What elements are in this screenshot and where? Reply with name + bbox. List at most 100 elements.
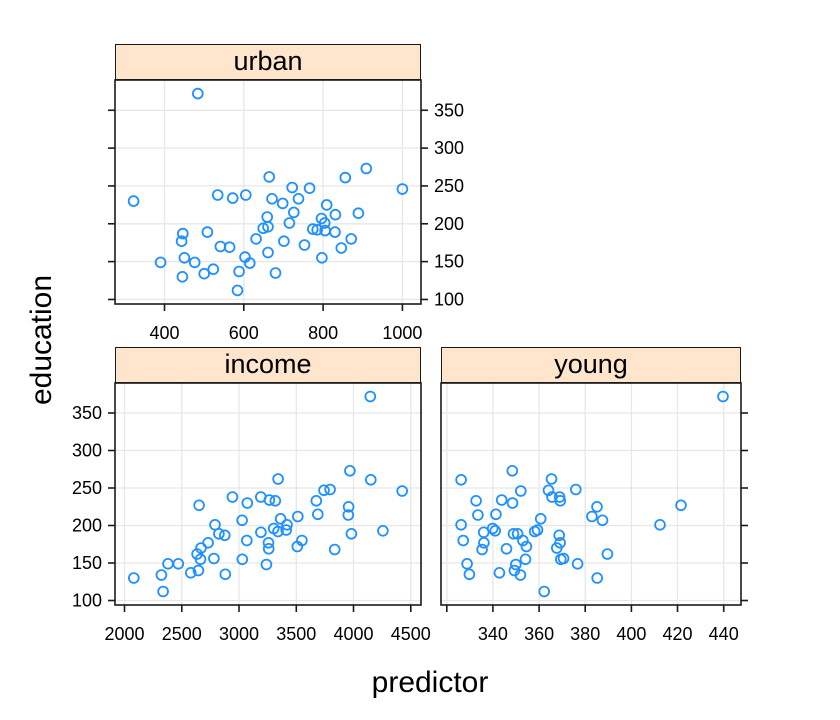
data-point [364, 390, 377, 403]
axes-income: 2000 2500 3000 3500 4000 4500 100 150 200 250 300 3… [72, 403, 431, 644]
data-point [654, 518, 666, 531]
y-tick-label: 150 [72, 553, 102, 573]
data-point [276, 197, 289, 210]
data-point [342, 509, 355, 521]
data-point [272, 525, 284, 538]
data-point [553, 491, 566, 503]
strip-urban: urban [115, 44, 421, 80]
data-point [586, 510, 598, 523]
data-point [377, 524, 389, 537]
data-point [675, 499, 687, 512]
data-point [520, 540, 533, 553]
data-point [591, 500, 603, 513]
data-point [342, 500, 355, 513]
data-point [542, 484, 555, 497]
data-point [553, 529, 565, 542]
data-point [241, 534, 253, 547]
data-point [461, 557, 473, 570]
panel-income: 2000 2500 3000 3500 4000 4500 100 150 200 250 300 3… [72, 382, 431, 644]
data-point [310, 494, 323, 507]
data-point [176, 270, 189, 283]
data-point [329, 208, 342, 221]
axes-urban: 400 600 800 1000 100 150 200 250 300 350 [108, 100, 464, 343]
data-point [250, 233, 262, 245]
data-point [162, 557, 174, 570]
data-point [364, 473, 377, 486]
data-point [396, 183, 409, 195]
data-point [344, 464, 356, 477]
data-point [262, 221, 274, 233]
data-point [257, 222, 270, 235]
data-point [262, 536, 275, 549]
data-point [455, 518, 467, 531]
panel-border [440, 382, 742, 606]
data-point [489, 524, 502, 537]
data-point [208, 552, 220, 565]
x-tick-label: 800 [308, 323, 338, 343]
data-point [292, 193, 305, 205]
data-point [241, 497, 254, 509]
data-point [157, 585, 169, 598]
strip-young: young [441, 347, 741, 383]
x-tick-label: 340 [478, 624, 508, 644]
data-point [272, 473, 284, 485]
data-point [191, 548, 203, 560]
x-tick-label: 2000 [104, 624, 144, 644]
data-point [192, 564, 205, 577]
x-tick-label: 420 [662, 624, 692, 644]
data-point [339, 171, 352, 184]
data-point [201, 226, 214, 238]
data-point [345, 233, 358, 245]
data-point [269, 267, 282, 279]
data-point [266, 193, 278, 205]
data-point [477, 526, 490, 539]
data-point [457, 534, 470, 547]
x-tick-label: 400 [149, 323, 179, 343]
strip-young-label: young [554, 349, 628, 379]
data-point [214, 240, 227, 253]
data-point [298, 239, 311, 251]
x-tick-label: 440 [709, 624, 739, 644]
data-point [236, 553, 249, 566]
data-point [546, 491, 558, 503]
data-points-young [455, 390, 729, 598]
data-point [287, 206, 300, 219]
data-point [463, 568, 476, 581]
data-point [155, 569, 168, 581]
data-point [263, 171, 276, 183]
data-point [255, 526, 267, 539]
data-point [261, 211, 274, 223]
data-point [154, 256, 167, 269]
data-point [591, 572, 603, 584]
data-point [193, 499, 205, 512]
data-point [177, 227, 189, 240]
data-point [226, 192, 239, 204]
y-tick-label: 300 [72, 441, 102, 461]
data-point [286, 181, 299, 194]
data-point [554, 553, 567, 566]
strip-urban-label: urban [233, 46, 303, 76]
data-point [318, 484, 330, 497]
data-point [219, 529, 231, 542]
data-point [345, 527, 358, 540]
data-point [324, 483, 336, 496]
x-tick-label: 600 [229, 323, 259, 343]
data-point [274, 512, 287, 525]
data-point [291, 510, 304, 523]
gridlines-urban [115, 80, 421, 304]
data-point [571, 557, 584, 570]
y-tick-label: 200 [72, 516, 102, 536]
data-point [127, 195, 140, 207]
axes-young: 340 360 380 400 420 440 [445, 412, 748, 644]
data-point [278, 235, 290, 248]
data-point [303, 182, 316, 195]
data-point [509, 558, 522, 571]
data-point [240, 189, 252, 201]
x-tick-label: 400 [616, 624, 646, 644]
y-tick-label: 100 [434, 289, 464, 309]
x-tick-label: 380 [570, 624, 600, 644]
x-tick-label: 3000 [219, 624, 259, 644]
data-point [211, 189, 224, 201]
data-point [528, 525, 541, 538]
